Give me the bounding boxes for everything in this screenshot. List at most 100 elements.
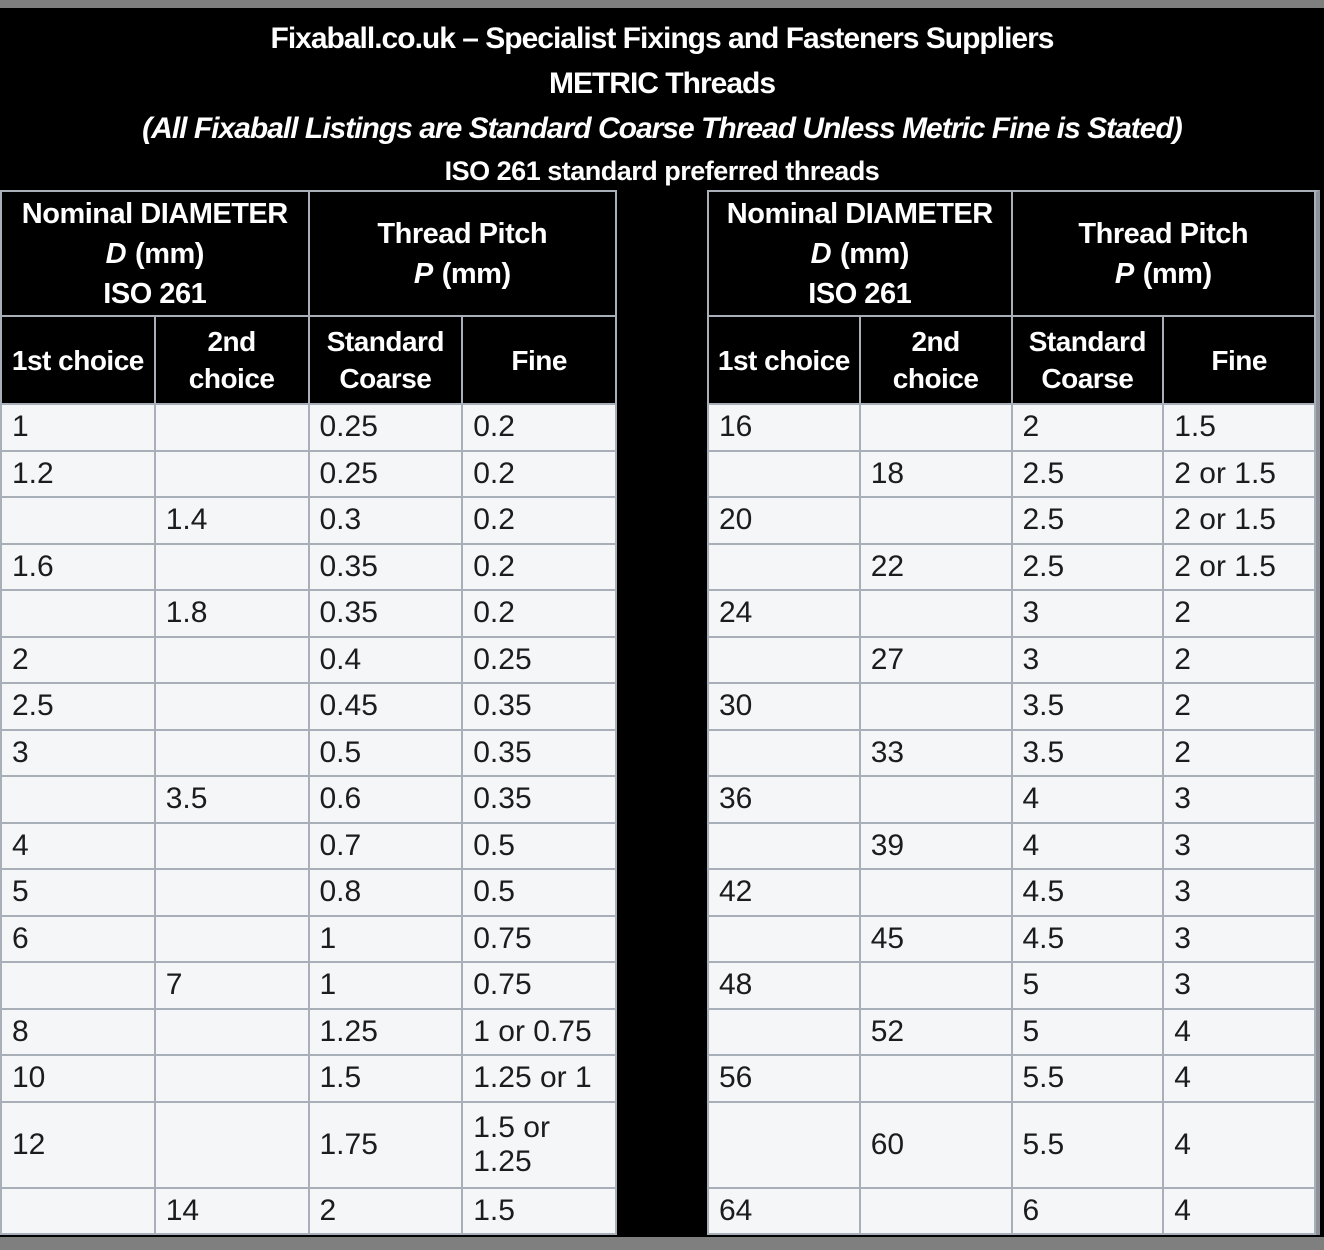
cell-second-choice: 39 <box>860 823 1013 870</box>
cell-second-choice <box>155 684 310 731</box>
table-row: 56 5.5 4 <box>709 1056 1316 1103</box>
cell-fine: 1.5 <box>1164 405 1316 452</box>
cell-standard-coarse: 3.5 <box>1012 684 1165 731</box>
diameter-unit: (mm) <box>135 237 204 270</box>
cell-second-choice: 7 <box>155 963 310 1010</box>
cell-standard-coarse: 2.5 <box>1012 544 1165 591</box>
thread-pitch-header: Thread Pitch P (mm) <box>309 192 617 317</box>
diameter-symbol-line: D (mm) <box>106 234 205 274</box>
cell-standard-coarse: 5 <box>1012 1009 1165 1056</box>
cell-standard-coarse: 4.5 <box>1012 870 1165 917</box>
cell-second-choice <box>860 405 1013 452</box>
table-row: 8 1.25 1 or 0.75 <box>2 1009 617 1056</box>
cell-standard-coarse: 0.3 <box>309 498 464 545</box>
table-row: 22 2.5 2 or 1.5 <box>709 544 1316 591</box>
cell-fine: 2 or 1.5 <box>1164 451 1316 498</box>
cell-first-choice: 8 <box>2 1009 156 1056</box>
cell-second-choice <box>860 498 1013 545</box>
cell-second-choice: 14 <box>155 1188 310 1235</box>
cell-first-choice <box>709 544 861 591</box>
cell-second-choice: 3.5 <box>155 777 310 824</box>
cell-first-choice <box>709 451 861 498</box>
cell-first-choice: 48 <box>709 963 861 1010</box>
right-header-group-row: Nominal DIAMETER D (mm) ISO 261 Thread Pi… <box>709 192 1316 317</box>
cell-second-choice <box>860 1188 1013 1235</box>
diameter-iso: ISO 261 <box>808 277 912 310</box>
top-frame-bar <box>0 0 1324 8</box>
cell-first-choice <box>709 730 861 777</box>
col-header-first-choice: 1st choice <box>2 317 156 405</box>
nominal-diameter-header: Nominal DIAMETER D (mm) ISO 261 <box>709 192 1013 317</box>
table-row: 1.2 0.25 0.2 <box>2 451 617 498</box>
cell-first-choice: 2.5 <box>2 684 156 731</box>
cell-first-choice: 4 <box>2 823 156 870</box>
cell-standard-coarse: 2.5 <box>1012 451 1165 498</box>
right-table-body: 16 2 1.5 18 2.5 2 or 1.5 20 2.5 2 or 1.5 22 2.5 2 o… <box>709 405 1316 1235</box>
pitch-unit: (mm) <box>441 257 511 290</box>
table-row: 24 3 2 <box>709 591 1316 638</box>
cell-second-choice <box>155 637 310 684</box>
col-header-standard-coarse: Standard Coarse <box>1012 317 1165 405</box>
diameter-title: Nominal DIAMETER <box>21 197 288 230</box>
table-row: 1.8 0.35 0.2 <box>2 591 617 638</box>
cell-standard-coarse: 2 <box>309 1188 464 1235</box>
page-title: Fixaball.co.uk – Specialist Fixings and … <box>270 22 1055 55</box>
cell-standard-coarse: 0.6 <box>309 777 464 824</box>
cell-second-choice: 1.4 <box>155 498 310 545</box>
col-header-standard-coarse: Standard Coarse <box>309 317 464 405</box>
cell-second-choice <box>860 777 1013 824</box>
cell-standard-coarse: 0.25 <box>309 405 464 452</box>
bottom-frame-bar <box>0 1237 1324 1250</box>
table-row: 42 4.5 3 <box>709 870 1316 917</box>
cell-standard-coarse: 4.5 <box>1012 916 1165 963</box>
table-row: 7 1 0.75 <box>2 963 617 1010</box>
pitch-symbol-line: P (mm) <box>414 254 511 294</box>
cell-first-choice: 24 <box>709 591 861 638</box>
cell-second-choice <box>155 823 310 870</box>
table-row: 12 1.75 1.5 or 1.25 <box>2 1102 617 1189</box>
cell-first-choice <box>2 498 156 545</box>
left-table-body: 1 0.25 0.2 1.2 0.25 0.2 1.4 0.3 0.2 1.6 0.35 0.2 1.8… <box>2 405 617 1235</box>
cell-first-choice: 1.2 <box>2 451 156 498</box>
black-filler <box>0 1235 1324 1237</box>
cell-fine: 2 <box>1164 684 1316 731</box>
cell-second-choice <box>155 544 310 591</box>
cell-second-choice <box>860 684 1013 731</box>
cell-fine: 2 <box>1164 637 1316 684</box>
cell-fine: 0.2 <box>463 405 617 452</box>
col-header-fine: Fine <box>1164 317 1316 405</box>
table-row: 45 4.5 3 <box>709 916 1316 963</box>
cell-standard-coarse: 1 <box>309 963 464 1010</box>
diameter-iso: ISO 261 <box>103 277 207 310</box>
table-row: 33 3.5 2 <box>709 730 1316 777</box>
cell-first-choice: 6 <box>2 916 156 963</box>
cell-fine: 3 <box>1164 823 1316 870</box>
pitch-symbol: P <box>413 257 433 290</box>
table-row: 18 2.5 2 or 1.5 <box>709 451 1316 498</box>
cell-standard-coarse: 0.4 <box>309 637 464 684</box>
cell-second-choice <box>155 1102 310 1189</box>
cell-first-choice: 20 <box>709 498 861 545</box>
diameter-title: Nominal DIAMETER <box>726 197 993 230</box>
cell-standard-coarse: 6 <box>1012 1188 1165 1235</box>
cell-first-choice: 2 <box>2 637 156 684</box>
cell-first-choice <box>2 591 156 638</box>
cell-second-choice <box>860 963 1013 1010</box>
pitch-symbol: P <box>1114 257 1134 290</box>
table-row: 10 1.5 1.25 or 1 <box>2 1056 617 1103</box>
cell-first-choice: 1 <box>2 405 156 452</box>
table-row: 20 2.5 2 or 1.5 <box>709 498 1316 545</box>
col-header-first-choice: 1st choice <box>709 317 861 405</box>
cell-first-choice: 42 <box>709 870 861 917</box>
cell-standard-coarse: 1.25 <box>309 1009 464 1056</box>
cell-fine: 3 <box>1164 916 1316 963</box>
table-row: 27 3 2 <box>709 637 1316 684</box>
cell-second-choice <box>155 451 310 498</box>
cell-fine: 0.5 <box>463 870 617 917</box>
cell-first-choice <box>709 916 861 963</box>
cell-first-choice <box>2 777 156 824</box>
cell-second-choice: 18 <box>860 451 1013 498</box>
cell-second-choice <box>155 405 310 452</box>
cell-first-choice: 3 <box>2 730 156 777</box>
table-row: 2 0.4 0.25 <box>2 637 617 684</box>
